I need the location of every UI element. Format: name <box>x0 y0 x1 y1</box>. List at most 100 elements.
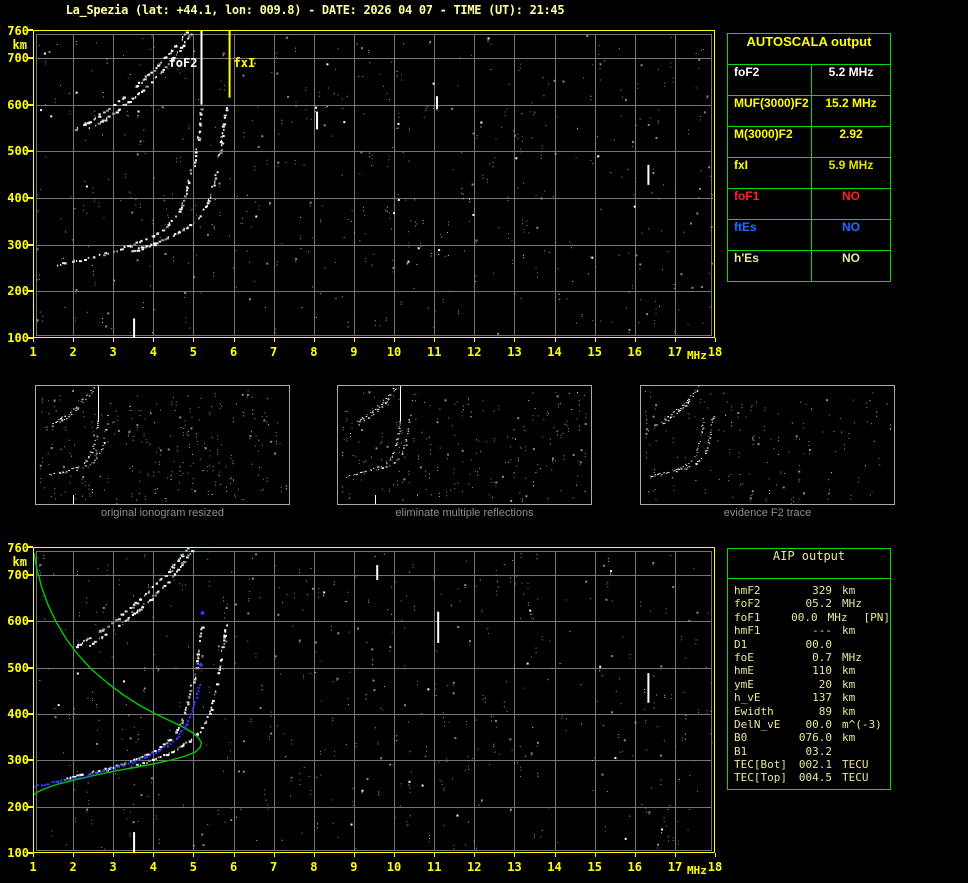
aip-row-DelNvE: DelN_vE 00.0 m^(-3) <box>734 718 890 731</box>
autoscala-row-label: foF1 <box>728 189 812 219</box>
thumbnail-caption-eliminate: eliminate multiple reflections <box>395 507 534 519</box>
aip-extra <box>884 718 890 731</box>
autoscala-row-hEs: h'Es NO <box>728 251 890 281</box>
aip-extra <box>884 771 890 784</box>
aip-unit <box>832 638 884 651</box>
aip-unit: km <box>842 584 856 597</box>
aip-label: h_vE <box>734 691 761 705</box>
aip-unit: MHz <box>842 650 862 664</box>
autoscala-row-MUF3000F2: MUF(3000)F2 15.2 MHz <box>728 96 890 127</box>
profile-ionogram-plot <box>0 539 725 883</box>
aip-row-foF2: foF2 05.2 MHz <box>734 597 890 610</box>
autoscala-row-value: NO <box>842 189 860 203</box>
page-title: La_Spezia (lat: +44.1, lon: 009.8) - DAT… <box>65 3 565 17</box>
autoscala-row-M3000F2: M(3000)F2 2.92 <box>728 127 890 158</box>
autoscala-row-value: 5.2 MHz <box>828 65 874 79</box>
aip-unit: TECU <box>842 771 869 785</box>
aip-row-hmF2: hmF2 329 km <box>734 584 890 597</box>
aip-label: Ewidth <box>734 704 774 718</box>
aip-unit: km <box>842 731 856 745</box>
aip-unit: MHz <box>827 610 848 624</box>
autoscala-row-value: 2.92 <box>839 127 863 141</box>
aip-value: 05.2 <box>805 597 833 611</box>
aip-row-hmF1: hmF1 --- km <box>734 624 890 637</box>
aip-label: ymE <box>734 677 754 691</box>
aip-row-ymE: ymE 20 km <box>734 678 890 691</box>
autoscala-row-value: NO <box>842 220 860 234</box>
autoscala-row-label: h'Es <box>728 251 812 281</box>
aip-output-panel: AIP output hmF2 329 km foF2 05.2 MHz foF1 00.0 M… <box>727 548 891 790</box>
aip-row-Ewidth: Ewidth 89 km <box>734 705 890 718</box>
autoscala-output-header: AUTOSCALA output <box>728 34 890 65</box>
aip-row-hvE: h_vE 137 km <box>734 691 890 704</box>
aip-label: foE <box>734 650 754 664</box>
aip-label: DelN_vE <box>734 717 781 731</box>
aip-extra <box>884 624 890 637</box>
thumbnail-caption-original: original ionogram resized <box>101 507 224 519</box>
main-ionogram-plot <box>0 22 725 370</box>
aip-row-foF1: foF1 00.0 MHz [PN] <box>734 611 890 624</box>
autoscala-row-label: MUF(3000)F2 <box>728 96 812 126</box>
aip-label: D1 <box>734 637 748 651</box>
thumbnail-eliminate-reflections <box>337 385 592 505</box>
aip-row-foE: foE 0.7 MHz <box>734 651 890 664</box>
aip-label: B0 <box>734 731 748 745</box>
aip-label: B1 <box>734 744 748 758</box>
aip-extra <box>884 638 890 651</box>
aip-unit: km <box>842 677 856 691</box>
aip-value: 00.0 <box>791 610 818 624</box>
aip-extra <box>884 651 890 664</box>
aip-unit: km <box>842 691 856 705</box>
aip-unit <box>832 745 884 758</box>
aip-unit: km <box>842 664 856 678</box>
aip-label: hmF2 <box>734 584 761 597</box>
autoscala-row-ftEs: ftEs NO <box>728 220 890 251</box>
autoscala-row-value: 5.9 MHz <box>828 158 874 172</box>
autoscala-row-label: ftEs <box>728 220 812 250</box>
thumbnail-original-ionogram <box>35 385 290 505</box>
aip-label: foF2 <box>734 597 761 611</box>
aip-extra <box>884 584 890 597</box>
aip-value: 00.0 <box>805 637 833 651</box>
aip-value: 329 <box>812 584 832 597</box>
aip-row-B1: B1 03.2 <box>734 745 890 758</box>
aip-label: TEC[Top] <box>734 771 787 785</box>
aip-label: hmF1 <box>734 624 761 638</box>
aip-value: 076.0 <box>798 731 832 745</box>
autoscala-row-value: 15.2 MHz <box>825 96 877 110</box>
aip-extra <box>884 731 890 744</box>
aip-extra <box>884 758 890 771</box>
autoscala-row-foF1: foF1 NO <box>728 189 890 220</box>
thumbnail-caption-evidence: evidence F2 trace <box>723 507 812 519</box>
aip-label: hmE <box>734 664 754 678</box>
aip-value: 137 <box>812 691 832 705</box>
aip-extra <box>884 664 890 677</box>
aip-row-B0: B0 076.0 km <box>734 731 890 744</box>
aip-extra: [PN] <box>863 610 890 624</box>
aip-unit: m^(-3) <box>842 717 882 731</box>
aip-value: 002.1 <box>798 758 832 772</box>
autoscala-row-foF2: foF2 5.2 MHz <box>728 65 890 96</box>
aip-unit: km <box>842 704 856 718</box>
aip-row-TECTop: TEC[Top] 004.5 TECU <box>734 771 890 784</box>
autoscala-row-value: NO <box>842 251 860 265</box>
aip-value: 004.5 <box>798 771 832 785</box>
aip-value: 110 <box>812 664 832 678</box>
aip-value: 0.7 <box>812 650 832 664</box>
aip-unit: km <box>842 624 856 638</box>
aip-value: 03.2 <box>805 744 833 758</box>
thumbnail-evidence-f2-trace <box>640 385 895 505</box>
aip-unit: MHz <box>842 597 862 611</box>
aip-row-hmE: hmE 110 km <box>734 664 890 677</box>
aip-label: TEC[Bot] <box>734 758 787 772</box>
aip-output-header: AIP output <box>728 549 890 579</box>
autoscala-row-label: M(3000)F2 <box>728 127 812 157</box>
aip-extra <box>884 597 890 610</box>
aip-extra <box>884 678 890 691</box>
aip-unit: TECU <box>842 758 869 772</box>
autoscala-output-panel: AUTOSCALA output foF2 5.2 MHz MUF(3000)F2 1… <box>727 33 891 282</box>
aip-value: 00.0 <box>805 717 833 731</box>
aip-value: 20 <box>818 677 832 691</box>
aip-row-TECBot: TEC[Bot] 002.1 TECU <box>734 758 890 771</box>
